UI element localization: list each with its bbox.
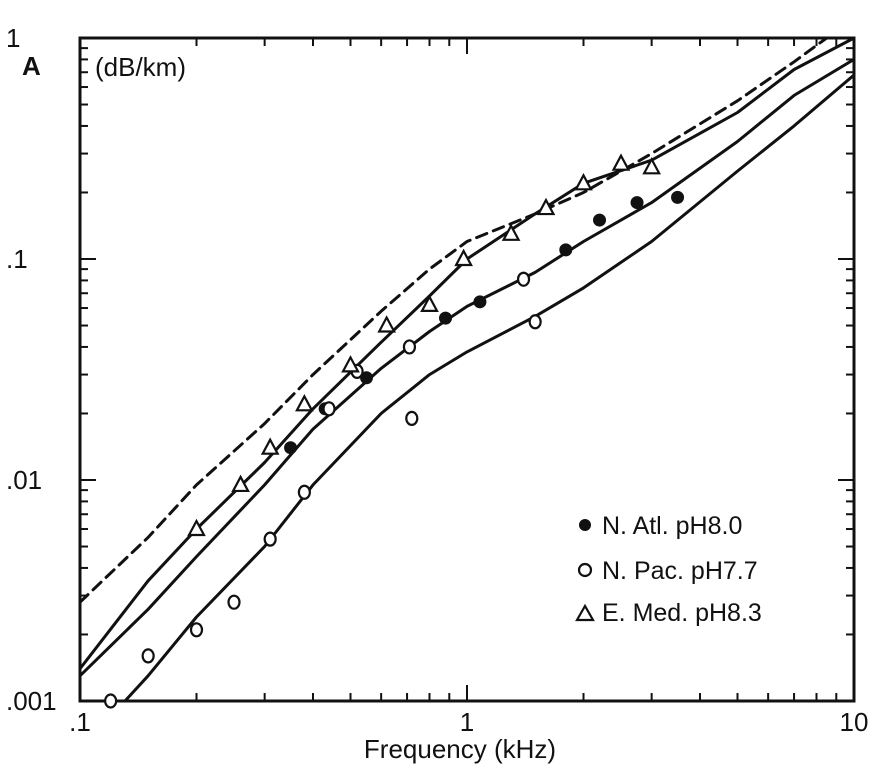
n-pac-data-point xyxy=(297,484,311,500)
n-pac-data-point xyxy=(516,271,531,287)
n-pac-data-point xyxy=(528,314,542,330)
n-pac-data-point xyxy=(402,339,417,355)
n-atl-data-point xyxy=(473,295,487,309)
n-atl-data-point xyxy=(559,243,573,257)
y-axis-unit: (dB/km) xyxy=(95,52,186,82)
legend-item-n-atl: N. Atl. pH8.0 xyxy=(579,512,742,540)
legend-marker-open-circle xyxy=(577,562,593,578)
n-pac-data-point xyxy=(141,648,155,664)
legend: N. Atl. pH8.0 N. Pac. pH7.7 E. Med. pH8.… xyxy=(575,512,762,627)
n-atl-data-point xyxy=(284,441,298,455)
e-med-data-point xyxy=(377,315,396,333)
dashed-curve xyxy=(80,38,829,604)
legend-label-n-pac: N. Pac. pH7.7 xyxy=(602,557,758,585)
e-med-data-point xyxy=(187,518,206,537)
e-med-data-point xyxy=(501,223,521,241)
n-pac-data-point xyxy=(189,622,204,638)
legend-marker-open-triangle xyxy=(575,603,595,622)
e-med-data-point xyxy=(231,474,250,493)
y-tick-label: 1 xyxy=(6,23,20,53)
curve-group xyxy=(80,38,854,701)
x-tick-label: 10 xyxy=(840,707,869,737)
e-med-data-point xyxy=(420,294,439,312)
e-med-data-point xyxy=(260,437,280,455)
n-atl-data-point xyxy=(671,190,685,204)
y-axis-symbol: A xyxy=(22,51,41,81)
n-atl-data-point xyxy=(360,371,374,385)
e-med-data-point xyxy=(341,355,360,373)
n-atl-data-point xyxy=(439,311,453,325)
n-pac-data-point xyxy=(227,594,241,610)
e-med-data-point xyxy=(295,393,314,412)
solid-curve xyxy=(122,73,854,701)
x-tick-label: .1 xyxy=(69,707,91,737)
n-atl-data-point xyxy=(593,213,607,227)
legend-label-e-med: E. Med. pH8.3 xyxy=(602,599,762,627)
x-axis-title: Frequency (kHz) xyxy=(364,734,556,764)
n-pac-data-point xyxy=(322,401,336,417)
e-med-data-point xyxy=(536,197,556,216)
legend-label-n-atl: N. Atl. pH8.0 xyxy=(602,512,742,540)
e-med-data-point xyxy=(642,156,661,175)
n-pac-data-point xyxy=(405,410,419,426)
n-atl-data-point xyxy=(630,196,644,210)
solid-curve xyxy=(80,38,854,671)
axis-tick-labels: .1 1 10 .001 .01 .1 1 xyxy=(6,23,868,737)
e-med-data-point xyxy=(574,172,593,191)
legend-item-e-med: E. Med. pH8.3 xyxy=(575,599,762,627)
legend-item-n-pac: N. Pac. pH7.7 xyxy=(577,557,758,585)
e-med-data-point xyxy=(454,248,473,267)
legend-marker-filled-circle xyxy=(579,519,591,531)
x-tick-label: 1 xyxy=(460,707,474,737)
n-pac-data-point xyxy=(263,531,277,547)
y-tick-label: .01 xyxy=(6,465,42,495)
marker-group xyxy=(104,153,685,709)
y-tick-label: .1 xyxy=(6,244,28,274)
y-tick-label: .001 xyxy=(6,686,57,716)
n-pac-data-point xyxy=(104,693,118,709)
e-med-data-point xyxy=(611,153,631,171)
axis-ticks xyxy=(79,38,854,702)
